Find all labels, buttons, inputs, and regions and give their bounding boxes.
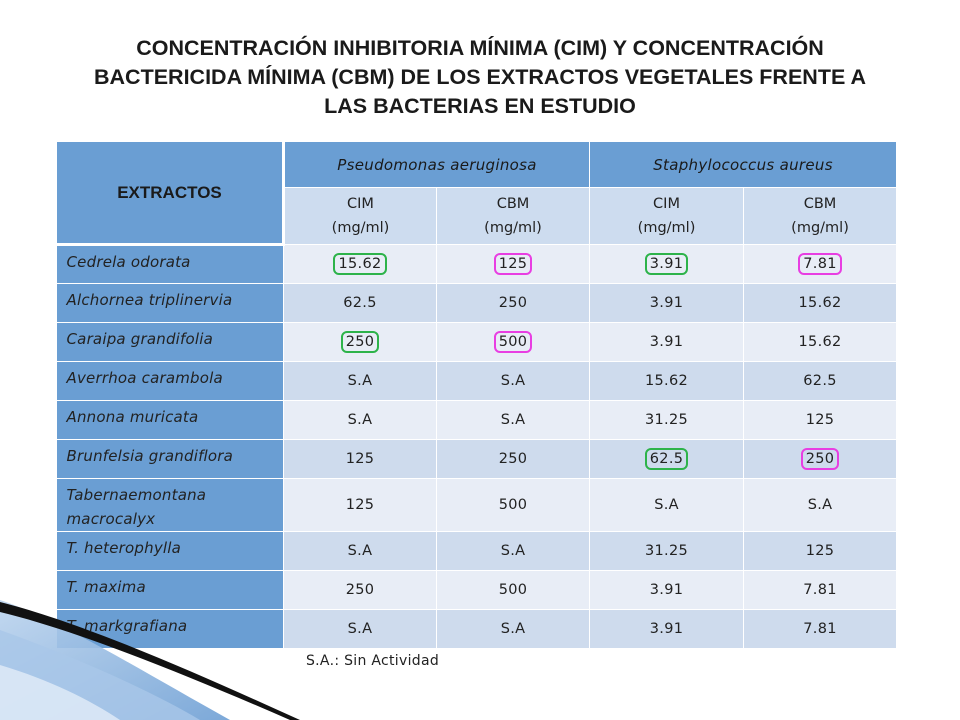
table-cell: 500 — [435, 478, 591, 532]
table-cell: 15.62 — [743, 283, 898, 323]
table-cell: 125 — [283, 439, 437, 479]
title-line-3: LAS BACTERIAS EN ESTUDIO — [324, 94, 636, 118]
extract-name: Tabernaemontana macrocalyx — [56, 478, 284, 532]
table-cell: 31.25 — [589, 400, 745, 440]
table-row: Annona muricata S.A S.A 31.25 125 — [56, 400, 898, 440]
highlight-green: 250 — [340, 331, 380, 353]
table-row: Caraipa grandifolia 250 500 3.91 15.62 — [56, 322, 898, 362]
table-row: T. maxima 250 500 3.91 7.81 — [56, 570, 898, 610]
extract-name: Alchornea triplinervia — [56, 283, 284, 323]
highlight-pink: 500 — [493, 331, 533, 353]
table-cell: 62.5 — [589, 439, 745, 479]
table-cell: 3.91 — [589, 322, 745, 362]
table-cell: 3.91 — [589, 283, 745, 323]
table-cell: 7.81 — [743, 244, 898, 284]
extract-name: Caraipa grandifolia — [56, 322, 284, 362]
highlight-green: 3.91 — [644, 253, 689, 275]
table-cell: S.A — [283, 361, 437, 401]
table-cell: 15.62 — [743, 322, 898, 362]
table-cell: 250 — [435, 283, 591, 323]
slide-title: CONCENTRACIÓN INHIBITORIA MÍNIMA (CIM) Y… — [60, 34, 900, 121]
subheader-unit: (mg/ml) — [484, 220, 542, 236]
subheader-cbm-1: CBM (mg/ml) — [435, 187, 591, 245]
subheader-name: CBM — [496, 196, 530, 212]
subheader-name: CIM — [347, 196, 374, 212]
highlight-pink: 7.81 — [798, 253, 842, 275]
table-row: T. heterophylla S.A S.A 31.25 125 — [56, 531, 898, 571]
subheader-cbm-2: CBM (mg/ml) — [743, 187, 898, 245]
table-cell: 31.25 — [589, 531, 745, 571]
subheader-name: CIM — [653, 196, 680, 212]
species-header-staphylococcus: Staphylococcus aureus — [589, 141, 898, 188]
table-cell: S.A — [435, 531, 591, 571]
table-cell: 250 — [435, 439, 591, 479]
table-cell: 3.91 — [589, 244, 745, 284]
species-header-pseudomonas: Pseudomonas aeruginosa — [282, 141, 591, 188]
extract-name: T. markgrafiana — [56, 609, 284, 649]
table-cell: S.A — [589, 478, 745, 532]
subheader-name: CBM — [803, 196, 837, 212]
table-cell: 125 — [283, 478, 437, 532]
extract-name: Brunfelsia grandiflora — [56, 439, 284, 479]
table-cell: 125 — [435, 244, 591, 284]
extract-name: Annona muricata — [56, 400, 284, 440]
table-cell: 125 — [743, 531, 898, 571]
highlight-pink: 250 — [800, 448, 840, 470]
highlight-green: 15.62 — [333, 253, 387, 275]
extracts-header: EXTRACTOS — [56, 141, 285, 246]
table-cell: 7.81 — [743, 570, 898, 610]
table-cell: S.A — [435, 361, 591, 401]
footnote: S.A.: Sin Actividad — [306, 653, 440, 669]
table-cell: S.A — [435, 609, 591, 649]
table-row: Brunfelsia grandiflora 125 250 62.5 250 — [56, 439, 898, 479]
table-cell: 500 — [435, 322, 591, 362]
highlight-green: 62.5 — [644, 448, 689, 470]
table-cell: 125 — [743, 400, 898, 440]
table-cell: S.A — [283, 400, 437, 440]
table-cell: 15.62 — [283, 244, 437, 284]
table-cell: 500 — [435, 570, 591, 610]
table-cell: S.A — [283, 609, 437, 649]
table-row: Averrhoa carambola S.A S.A 15.62 62.5 — [56, 361, 898, 401]
table-cell: 62.5 — [283, 283, 437, 323]
table-row: Cedrela odorata 15.62 125 3.91 7.81 — [56, 244, 898, 284]
table-cell: 7.81 — [743, 609, 898, 649]
extract-name: T. heterophylla — [56, 531, 284, 571]
extract-name: T. maxima — [56, 570, 284, 610]
table-cell: 250 — [283, 570, 437, 610]
table-cell: 15.62 — [589, 361, 745, 401]
table-cell: S.A — [435, 400, 591, 440]
table-cell: S.A — [283, 531, 437, 571]
table-cell: S.A — [743, 478, 898, 532]
extract-name: Averrhoa carambola — [56, 361, 284, 401]
table-cell: 250 — [283, 322, 437, 362]
extract-name: Cedrela odorata — [56, 244, 284, 284]
results-table: EXTRACTOS Pseudomonas aeruginosa Staphyl… — [56, 141, 898, 649]
decorative-swoosh — [0, 600, 300, 720]
table-cell: 3.91 — [589, 570, 745, 610]
subheader-unit: (mg/ml) — [637, 220, 696, 236]
table-row: Alchornea triplinervia 62.5 250 3.91 15.… — [56, 283, 898, 323]
table-cell: 250 — [743, 439, 898, 479]
highlight-pink: 125 — [493, 253, 533, 275]
table-row: T. markgrafiana S.A S.A 3.91 7.81 — [56, 609, 898, 649]
title-line-1: CONCENTRACIÓN INHIBITORIA MÍNIMA (CIM) Y… — [136, 36, 824, 60]
title-line-2: BACTERICIDA MÍNIMA (CBM) DE LOS EXTRACTO… — [93, 65, 867, 89]
table-cell: 3.91 — [589, 609, 745, 649]
subheader-cim-2: CIM (mg/ml) — [589, 187, 745, 245]
table-cell: 62.5 — [743, 361, 898, 401]
subheader-unit: (mg/ml) — [791, 220, 849, 236]
table-row: Tabernaemontana macrocalyx 125 500 S.A S… — [56, 478, 898, 532]
subheader-cim-1: CIM (mg/ml) — [283, 187, 437, 245]
subheader-unit: (mg/ml) — [331, 220, 390, 236]
